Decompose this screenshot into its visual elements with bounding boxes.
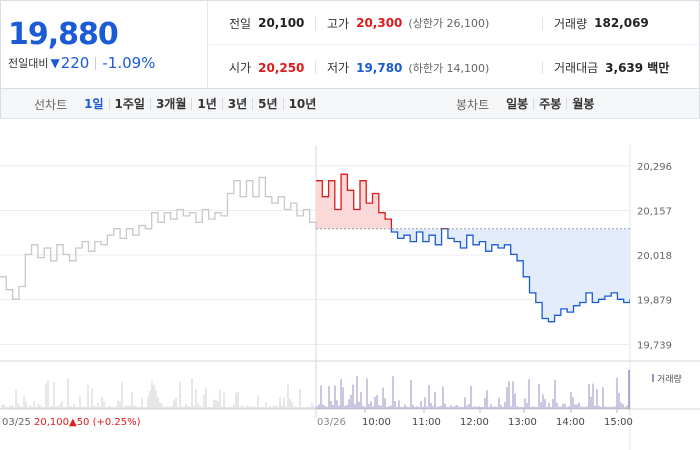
prev-day-close: 20,100: [34, 417, 69, 428]
stat-value: 182,069: [594, 16, 649, 30]
stat-label: 시가: [229, 61, 252, 75]
tab-monthly[interactable]: 월봉: [566, 98, 599, 110]
stat-prev-close: 전일 20,100: [229, 2, 304, 44]
series-line-prev-day: [0, 176, 317, 300]
change-row: 전일대비 ▼ 220 -1.09%: [8, 54, 155, 72]
divider: [542, 61, 543, 74]
x-tick-label: 13:00: [508, 417, 537, 428]
stat-amount: 거래대금 3,639 백만: [554, 46, 669, 89]
tab-10y[interactable]: 10년: [282, 98, 322, 110]
series-line-today-down: [390, 228, 630, 323]
prev-day-change: ▲50 (+0.25%): [69, 417, 141, 428]
price-chart: 20,296 20,157 20,018 19,879 19,739 03/25 20,1…: [0, 120, 700, 450]
stats-row-2: 시가 20,250 저가 19,780 (하한가 14,100) 거래대금 3,…: [209, 46, 699, 89]
stat-label: 거래대금: [554, 61, 599, 75]
stat-lower-limit: (하한가 14,100): [408, 61, 490, 75]
stat-label: 전일: [229, 16, 252, 31]
stats-row-1: 전일 20,100 고가 20,300 (상한가 26,100) 거래량 182…: [209, 2, 699, 45]
tab-5y[interactable]: 5년: [252, 98, 282, 110]
stat-upper-limit: (상한가 26,100): [408, 17, 490, 30]
stat-value: 19,780: [356, 60, 403, 75]
stat-label: 저가: [327, 61, 350, 75]
y-tick-label: 20,296: [637, 162, 672, 173]
line-chart-tabs: 선차트 1일 1주일 3개월 1년 3년 5년 10년: [34, 89, 321, 119]
change-label: 전일대비: [8, 57, 49, 70]
tab-weekly[interactable]: 주봉: [533, 98, 566, 110]
divider: [542, 17, 543, 30]
tab-daily[interactable]: 일봉: [506, 97, 529, 111]
change-value: 220: [60, 54, 90, 72]
quote-panel: 19,880 전일대비 ▼ 220 -1.09% 전일 20,100 고가 20…: [0, 0, 700, 89]
chart-svg: 20,296 20,157 20,018 19,879 19,739 03/25 20,1…: [0, 120, 700, 450]
x-tick-label: 10:00: [362, 417, 391, 428]
prev-day-date: 03/25: [2, 417, 31, 428]
candle-chart-tabs: 봉차트 일봉 주봉 월봉: [456, 89, 599, 119]
candle-chart-title: 봉차트: [456, 97, 490, 112]
volume-legend: 거래량: [652, 373, 682, 385]
y-tick-label: 19,739: [637, 340, 672, 351]
stat-value: 20,250: [258, 60, 305, 75]
legend-label: 거래량: [657, 373, 682, 385]
volume-bars: [1, 370, 630, 409]
divider: [315, 61, 316, 74]
stats-table: 전일 20,100 고가 20,300 (상한가 26,100) 거래량 182…: [209, 1, 699, 88]
tab-3m[interactable]: 3개월: [149, 98, 191, 110]
stat-volume: 거래량 182,069: [554, 2, 649, 44]
stat-value: 3,639 백만: [605, 61, 670, 75]
tab-3y[interactable]: 3년: [221, 98, 252, 110]
x-tick-label: 12:00: [460, 417, 489, 428]
x-axis: 03/25 20,100 ▲50 (+0.25%) 03/26 10:00 11:00 12…: [2, 417, 633, 428]
stat-value: 20,300: [356, 16, 403, 30]
tab-1d[interactable]: 1일: [84, 97, 104, 111]
x-tick-label: 03/26: [317, 417, 346, 428]
current-price: 19,880: [8, 17, 119, 52]
x-tick-label: 15:00: [604, 417, 633, 428]
legend-swatch: [652, 374, 654, 382]
down-arrow-icon: ▼: [50, 56, 60, 70]
stat-open: 시가 20,250: [229, 46, 304, 89]
y-tick-label: 20,157: [637, 206, 672, 217]
x-tick-label: 14:00: [556, 417, 585, 428]
stat-value: 20,100: [258, 16, 305, 30]
y-tick-label: 19,879: [637, 296, 672, 307]
tab-1y[interactable]: 1년: [191, 98, 221, 110]
divider: [95, 56, 97, 70]
stat-low: 저가 19,780 (하한가 14,100): [327, 46, 489, 89]
stat-label: 거래량: [554, 16, 588, 31]
series-line-today-up: [316, 173, 449, 229]
stat-label: 고가: [327, 16, 350, 31]
series-lines: [0, 173, 630, 323]
price-block: 19,880 전일대비 ▼ 220 -1.09%: [1, 1, 208, 88]
area-down: [391, 228, 630, 322]
y-axis: 20,296 20,157 20,018 19,879 19,739: [637, 162, 672, 352]
change-rate: -1.09%: [102, 54, 156, 72]
y-tick-label: 20,018: [637, 251, 672, 262]
tab-1w[interactable]: 1주일: [108, 98, 150, 110]
divider: [315, 17, 316, 30]
stat-high: 고가 20,300 (상한가 26,100): [327, 2, 489, 44]
chart-tab-bar: 선차트 1일 1주일 3개월 1년 3년 5년 10년 봉차트 일봉 주봉 월봉: [0, 89, 700, 119]
x-tick-label: 11:00: [412, 417, 441, 428]
line-chart-title: 선차트: [34, 97, 68, 112]
